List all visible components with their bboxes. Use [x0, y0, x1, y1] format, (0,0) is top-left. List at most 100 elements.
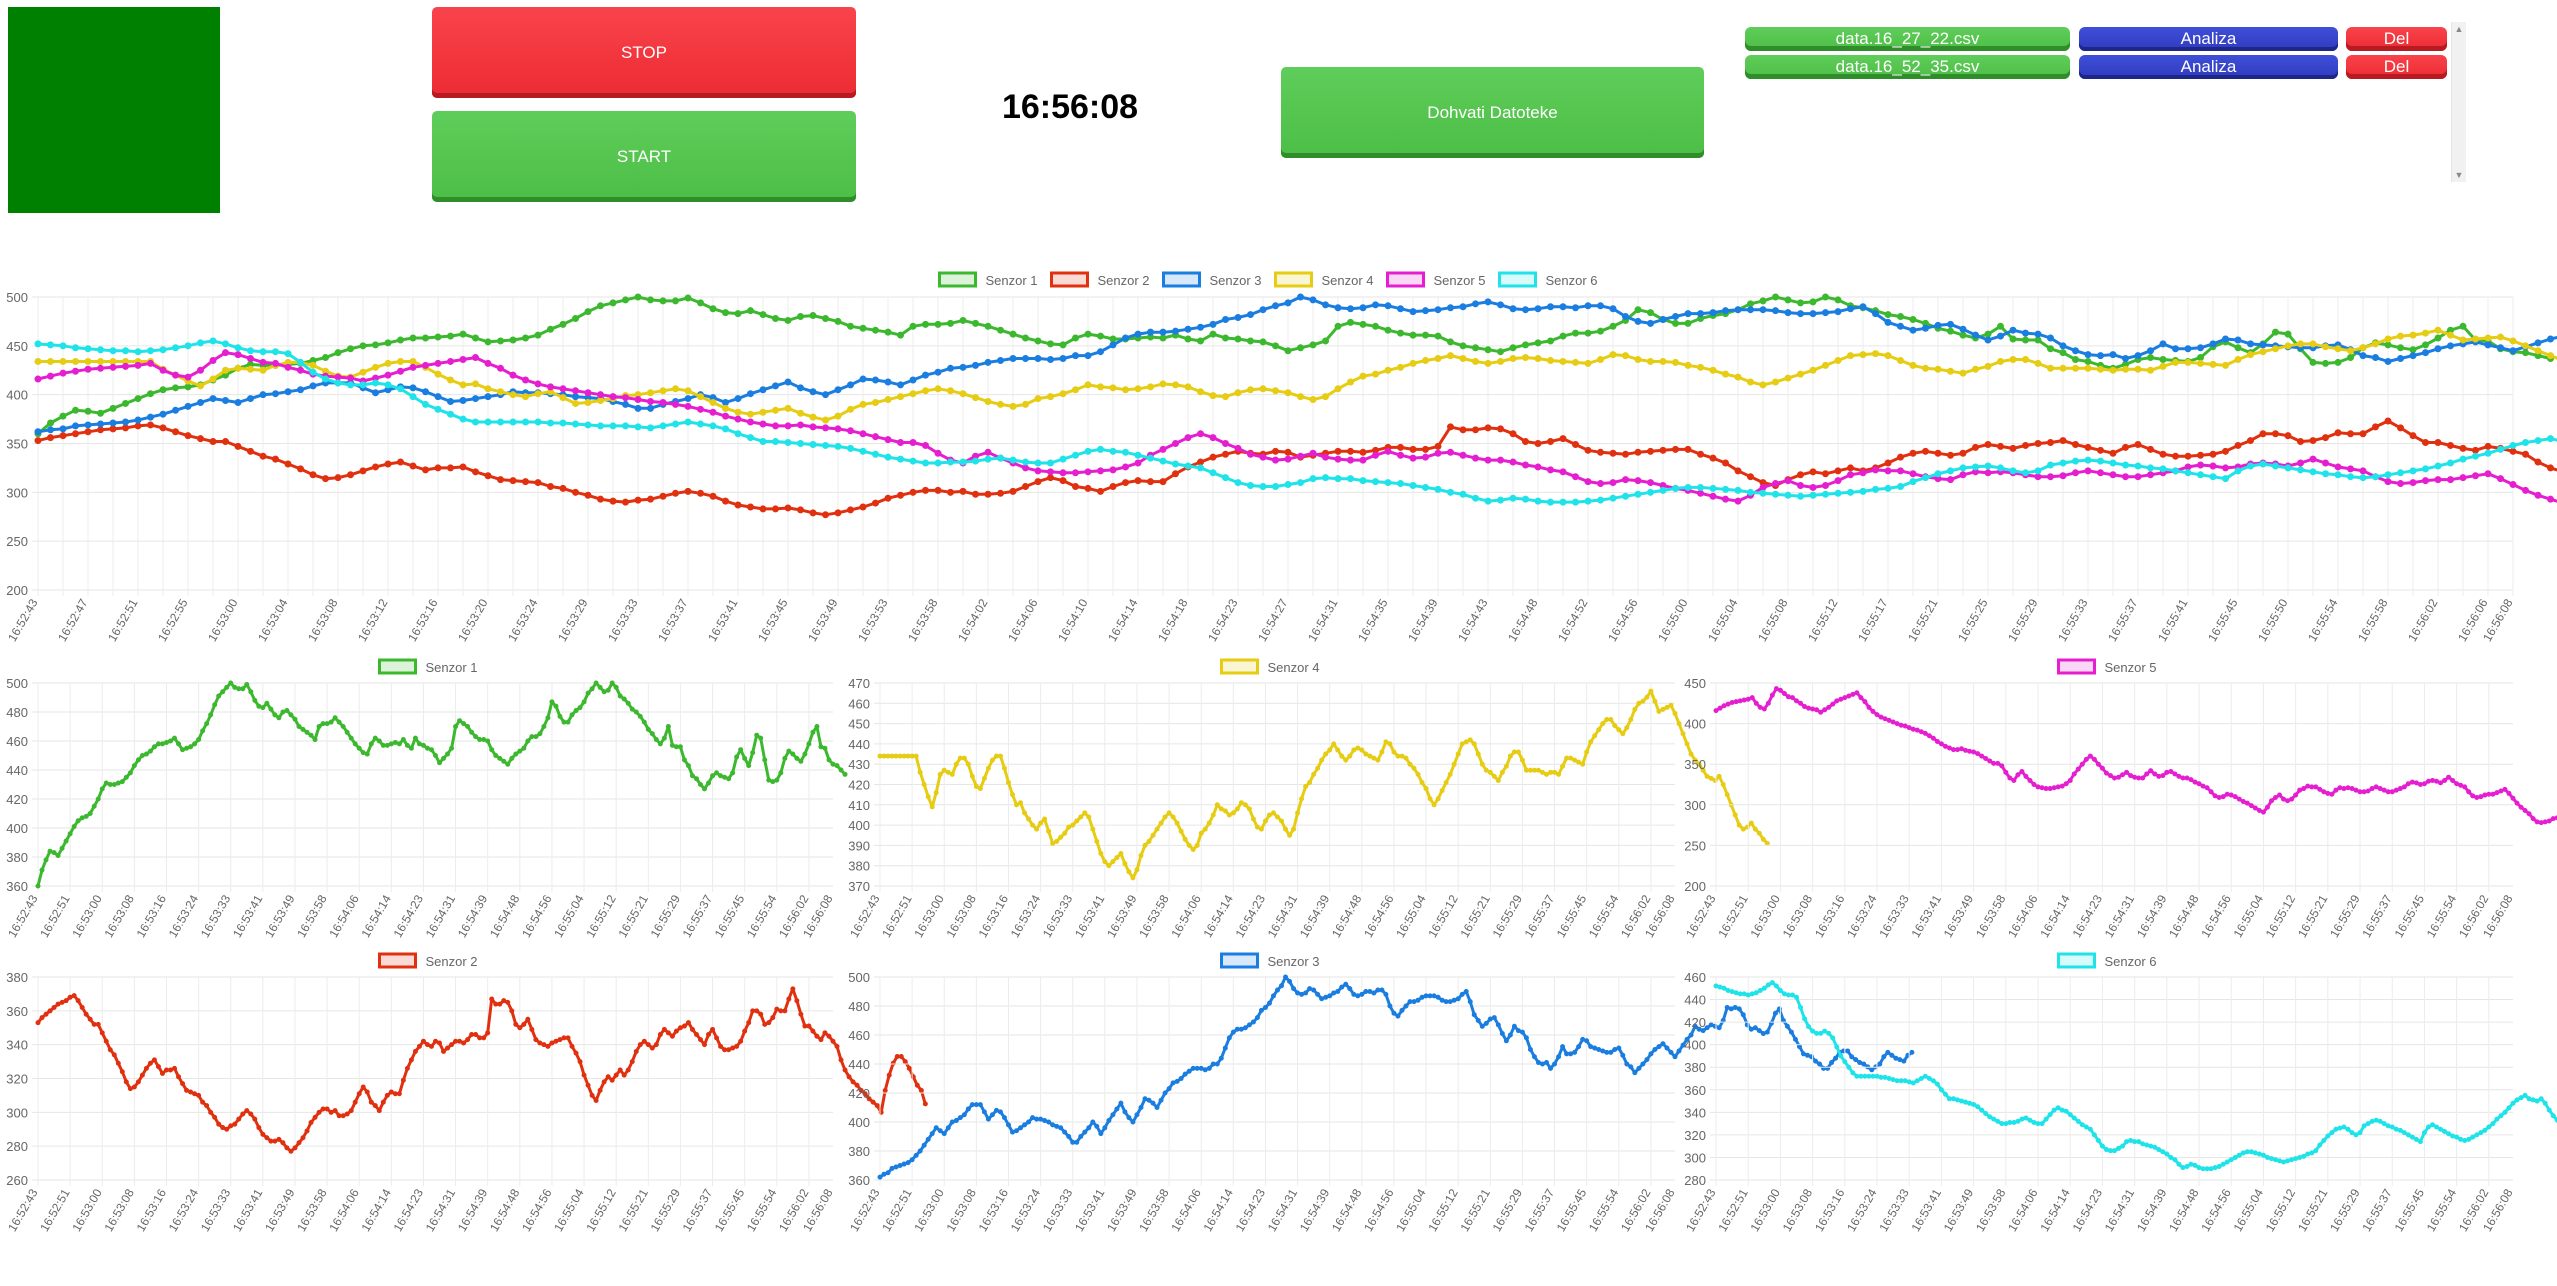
data-point [1409, 454, 1417, 462]
data-point [2472, 452, 2479, 460]
data-point [2034, 359, 2042, 367]
data-point [264, 700, 270, 706]
x-tick-label: 16:54:14 [358, 892, 394, 940]
data-point [1664, 1045, 1670, 1051]
data-point [1447, 448, 1454, 456]
x-tick-label: 16:54:23 [2070, 1186, 2106, 1234]
data-point [1197, 430, 1204, 438]
data-point [1987, 1114, 1993, 1120]
x-tick-label: 16:55:08 [1755, 596, 1791, 644]
x-tick-label: 16:52:51 [37, 1186, 73, 1234]
y-tick-label: 400 [6, 821, 28, 836]
data-point [965, 1106, 971, 1112]
data-point [1471, 741, 1477, 747]
x-tick-label: 16:55:45 [2392, 1186, 2428, 1234]
y-tick-label: 260 [6, 1173, 28, 1188]
data-point [1509, 355, 1517, 363]
data-point [2334, 463, 2342, 471]
data-point [770, 1015, 776, 1021]
data-point [135, 757, 141, 763]
data-point [2526, 1096, 2532, 1102]
data-point [1759, 297, 1767, 305]
data-point [872, 433, 879, 441]
data-point [1138, 853, 1144, 859]
data-point [84, 407, 92, 415]
data-point [1885, 1049, 1891, 1055]
data-point [1047, 393, 1054, 401]
data-point [1862, 699, 1868, 705]
file-list-scrollbar[interactable]: ▲ ▼ [2451, 22, 2466, 182]
data-point [2542, 1100, 2548, 1106]
data-point [2071, 1115, 2077, 1121]
data-point [569, 1043, 575, 1049]
data-point [2385, 1123, 2391, 1129]
data-point [2393, 1126, 2399, 1132]
x-tick-label: 16:54:23 [1205, 596, 1241, 644]
start-button[interactable]: START [432, 111, 856, 202]
analyze-button[interactable]: Analiza [2079, 27, 2338, 51]
data-point [234, 344, 242, 352]
data-point [497, 1001, 503, 1007]
file-name-button[interactable]: data.16_27_22.csv [1745, 27, 2070, 51]
data-point [1568, 1051, 1574, 1057]
data-point [1214, 802, 1220, 808]
data-point [525, 738, 531, 744]
data-point [2359, 344, 2367, 352]
data-point [422, 388, 429, 396]
data-point [509, 418, 517, 426]
data-point [909, 488, 917, 496]
data-point [1983, 756, 1989, 762]
data-point [2209, 450, 2217, 458]
y-tick-label: 320 [6, 1072, 28, 1087]
data-point [1975, 1104, 1981, 1110]
data-point [384, 742, 390, 748]
scroll-up-icon[interactable]: ▲ [2454, 24, 2464, 34]
data-point [34, 437, 42, 445]
data-point [997, 1109, 1003, 1115]
data-point [397, 367, 404, 375]
data-point [484, 418, 492, 426]
data-point [722, 1047, 728, 1053]
data-point [84, 357, 92, 365]
data-point [1170, 814, 1176, 820]
data-point [759, 420, 767, 428]
data-point [826, 1033, 832, 1039]
data-point [985, 1116, 991, 1122]
data-point [601, 1079, 607, 1085]
data-point [557, 713, 563, 719]
data-point [1459, 741, 1465, 747]
data-point [1497, 456, 1504, 464]
file-name-button[interactable]: data.16_52_35.csv [1745, 55, 2070, 79]
data-point [786, 996, 792, 1002]
legend-label: Senzor 5 [2105, 660, 2157, 675]
data-point [609, 422, 617, 430]
data-point [2409, 1134, 2415, 1140]
data-point [797, 409, 804, 417]
data-point [747, 418, 754, 426]
data-point [1147, 328, 1154, 336]
fetch-files-button[interactable]: Dohvati Datoteke [1281, 67, 1704, 158]
data-point [359, 381, 367, 389]
data-point [1872, 466, 1879, 474]
data-point [1070, 1139, 1076, 1145]
data-point [457, 718, 463, 724]
scroll-down-icon[interactable]: ▼ [2454, 170, 2464, 180]
data-point [617, 693, 623, 699]
data-point [2122, 461, 2129, 469]
data-point [1222, 450, 1229, 458]
data-point [441, 755, 447, 761]
analyze-button[interactable]: Analiza [2079, 55, 2338, 79]
data-point [1022, 400, 1029, 408]
data-point [1367, 753, 1373, 759]
delete-button[interactable]: Del [2346, 55, 2447, 79]
data-point [509, 336, 517, 344]
delete-button[interactable]: Del [2346, 27, 2447, 51]
data-point [1740, 826, 1746, 832]
data-point [2522, 486, 2529, 494]
stop-button[interactable]: STOP [432, 7, 856, 98]
data-point [2247, 437, 2254, 445]
data-point [1884, 352, 1892, 360]
data-point [247, 365, 254, 373]
data-point [1379, 749, 1385, 755]
data-point [634, 293, 642, 301]
